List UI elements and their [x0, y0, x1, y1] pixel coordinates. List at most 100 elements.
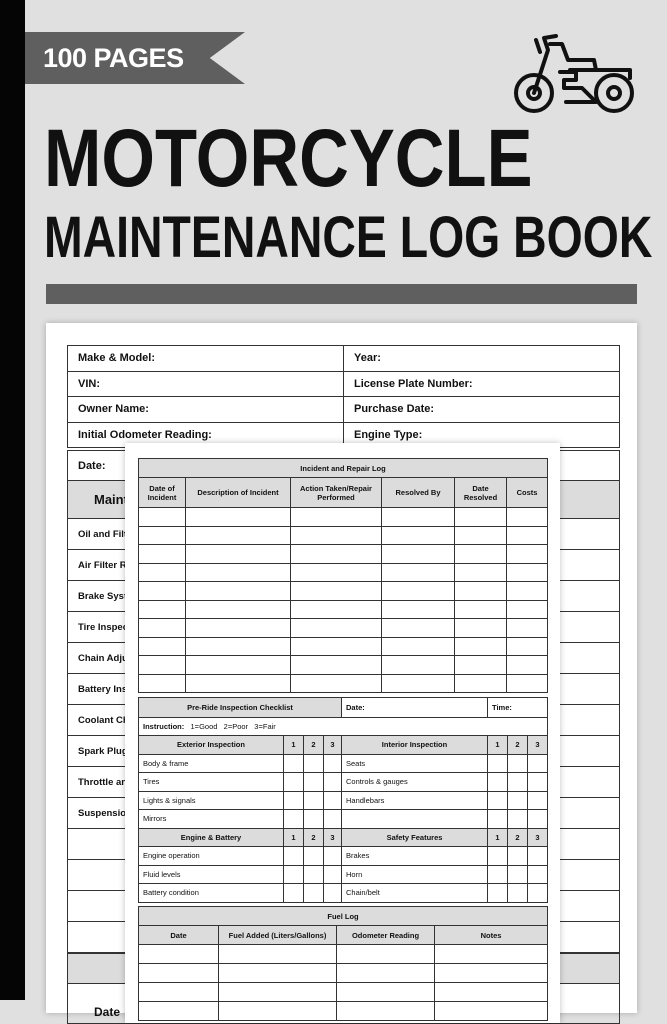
cell[interactable]	[434, 982, 548, 1002]
cell[interactable]	[454, 562, 507, 582]
cell[interactable]	[323, 883, 342, 903]
cell[interactable]	[454, 599, 507, 619]
cell[interactable]	[185, 673, 291, 693]
cell[interactable]	[434, 963, 548, 983]
cell[interactable]	[303, 753, 324, 773]
cell[interactable]	[507, 809, 528, 829]
cell[interactable]	[290, 618, 382, 638]
cell[interactable]	[283, 846, 304, 866]
cell[interactable]	[138, 618, 186, 638]
cell[interactable]	[290, 636, 382, 656]
cell[interactable]	[507, 864, 528, 884]
cell[interactable]	[527, 809, 548, 829]
cell[interactable]	[454, 525, 507, 545]
cell[interactable]	[505, 581, 549, 601]
cell[interactable]	[138, 562, 186, 582]
cell[interactable]	[454, 655, 507, 675]
cell[interactable]	[290, 581, 382, 601]
cell[interactable]	[381, 544, 455, 564]
cell[interactable]	[138, 963, 219, 983]
cell[interactable]	[527, 753, 548, 773]
cell[interactable]	[283, 864, 304, 884]
cell[interactable]	[303, 809, 324, 829]
cell[interactable]	[323, 846, 342, 866]
cell[interactable]	[454, 581, 507, 601]
cell[interactable]	[527, 772, 548, 792]
cell[interactable]	[290, 655, 382, 675]
cell[interactable]	[283, 772, 304, 792]
cell[interactable]	[381, 581, 455, 601]
cell[interactable]	[218, 1001, 337, 1021]
cell[interactable]	[454, 636, 507, 656]
cell[interactable]	[505, 599, 549, 619]
cell[interactable]	[290, 544, 382, 564]
cell[interactable]	[218, 944, 337, 964]
cell[interactable]	[507, 753, 528, 773]
cell[interactable]	[505, 636, 549, 656]
cell[interactable]	[138, 1001, 219, 1021]
cell[interactable]	[323, 772, 342, 792]
cell[interactable]	[507, 883, 528, 903]
cell[interactable]	[505, 673, 549, 693]
cell[interactable]	[290, 673, 382, 693]
cell[interactable]	[487, 809, 508, 829]
cell[interactable]	[507, 846, 528, 866]
cell[interactable]	[185, 544, 291, 564]
cell[interactable]	[290, 525, 382, 545]
cell[interactable]	[290, 562, 382, 582]
cell[interactable]	[381, 636, 455, 656]
cell[interactable]	[218, 982, 337, 1002]
cell[interactable]	[283, 753, 304, 773]
cell[interactable]	[487, 883, 508, 903]
cell[interactable]	[138, 636, 186, 656]
cell[interactable]	[303, 846, 324, 866]
cell[interactable]	[527, 846, 548, 866]
cell[interactable]	[336, 944, 435, 964]
cell[interactable]	[381, 507, 455, 527]
cell[interactable]	[454, 544, 507, 564]
cell[interactable]	[505, 655, 549, 675]
cell[interactable]	[381, 525, 455, 545]
cell[interactable]	[138, 507, 186, 527]
cell[interactable]	[303, 772, 324, 792]
cell[interactable]	[527, 883, 548, 903]
cell[interactable]	[303, 790, 324, 810]
cell[interactable]	[487, 846, 508, 866]
cell[interactable]	[185, 525, 291, 545]
cell[interactable]	[323, 864, 342, 884]
cell[interactable]	[283, 883, 304, 903]
cell[interactable]	[185, 581, 291, 601]
cell[interactable]	[138, 655, 186, 675]
cell[interactable]	[185, 655, 291, 675]
cell[interactable]	[303, 883, 324, 903]
cell[interactable]	[336, 982, 435, 1002]
cell[interactable]	[336, 963, 435, 983]
cell[interactable]	[505, 544, 549, 564]
cell[interactable]	[527, 864, 548, 884]
cell[interactable]	[527, 790, 548, 810]
cell[interactable]	[487, 753, 508, 773]
cell[interactable]	[505, 562, 549, 582]
cell[interactable]	[185, 507, 291, 527]
cell[interactable]	[323, 809, 342, 829]
cell[interactable]	[434, 1001, 548, 1021]
cell[interactable]	[138, 525, 186, 545]
cell[interactable]	[185, 636, 291, 656]
cell[interactable]	[454, 618, 507, 638]
cell[interactable]	[138, 673, 186, 693]
cell[interactable]	[487, 772, 508, 792]
cell[interactable]	[487, 790, 508, 810]
cell[interactable]	[336, 1001, 435, 1021]
cell[interactable]	[185, 618, 291, 638]
cell[interactable]	[434, 944, 548, 964]
cell[interactable]	[323, 790, 342, 810]
cell[interactable]	[290, 599, 382, 619]
cell[interactable]	[218, 963, 337, 983]
cell[interactable]	[138, 544, 186, 564]
cell[interactable]	[138, 982, 219, 1002]
cell[interactable]	[185, 599, 291, 619]
cell[interactable]	[487, 864, 508, 884]
cell[interactable]	[283, 809, 304, 829]
cell[interactable]	[381, 655, 455, 675]
cell[interactable]	[507, 790, 528, 810]
